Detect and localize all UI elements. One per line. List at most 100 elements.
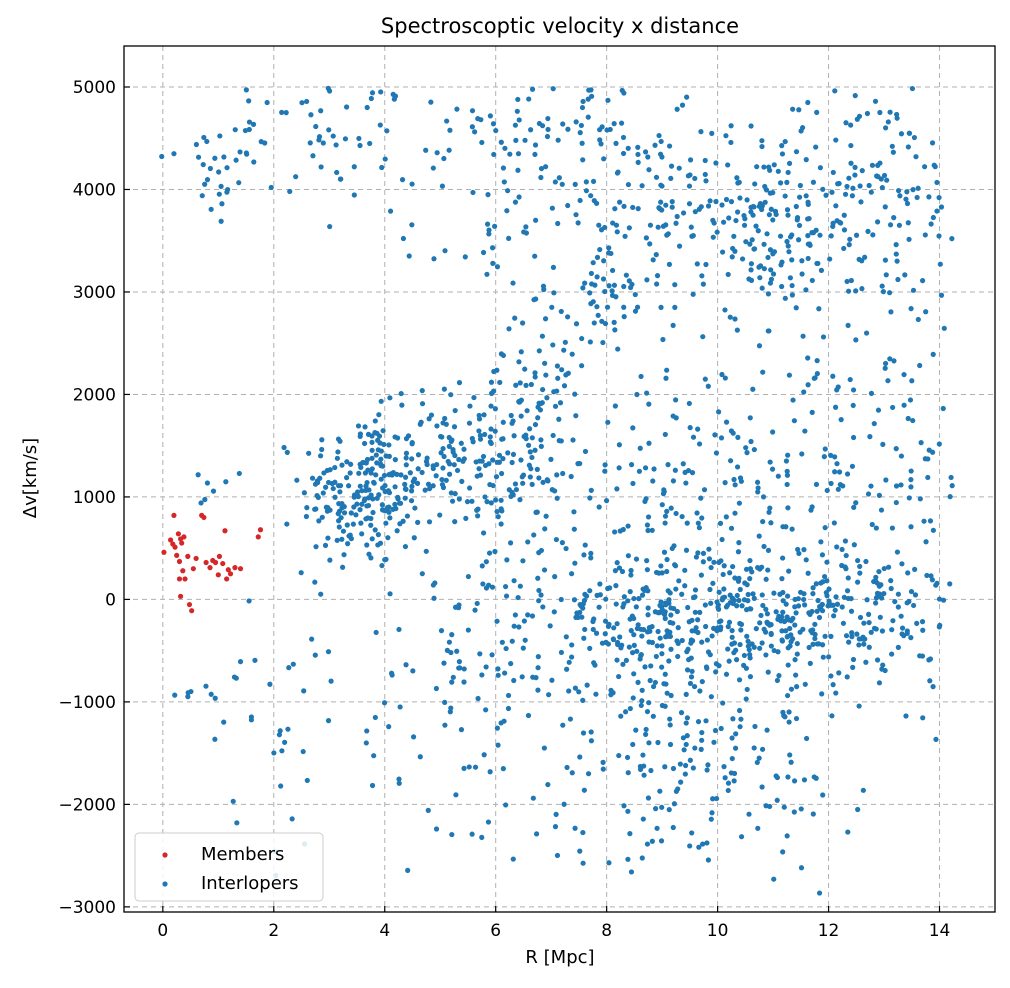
data-point-interloper <box>843 120 849 126</box>
data-point-interloper <box>904 200 911 207</box>
data-point-interloper <box>732 510 738 516</box>
data-point-interloper <box>780 709 786 715</box>
data-point-interloper <box>662 431 668 438</box>
data-point-interloper <box>625 598 631 604</box>
data-point-interloper <box>498 506 504 512</box>
data-point-interloper <box>223 479 229 485</box>
data-point-interloper <box>316 518 322 524</box>
data-point-interloper <box>328 678 334 684</box>
data-point-interloper <box>502 145 508 151</box>
data-point-interloper <box>208 206 214 212</box>
data-point-interloper <box>628 628 634 634</box>
data-point-interloper <box>569 642 575 648</box>
data-point-interloper <box>330 485 336 492</box>
data-point-interloper <box>744 450 750 456</box>
data-point-interloper <box>384 128 390 134</box>
data-point-interloper <box>849 193 855 199</box>
data-point-interloper <box>787 275 793 281</box>
data-point-interloper <box>801 389 807 395</box>
data-point-interloper <box>231 674 238 680</box>
data-point-interloper <box>817 165 823 171</box>
data-point-interloper <box>929 140 936 146</box>
data-point-interloper <box>672 304 678 310</box>
data-point-interloper <box>387 208 394 214</box>
data-point-interloper <box>449 679 455 685</box>
data-point-interloper <box>709 810 715 816</box>
data-point-interloper <box>714 229 720 235</box>
data-point-interloper <box>855 557 861 564</box>
data-point-interloper <box>434 423 440 429</box>
y-tick-label: 1000 <box>73 488 116 508</box>
data-point-interloper <box>668 175 674 181</box>
data-point-interloper <box>803 193 809 199</box>
data-point-interloper <box>545 126 551 133</box>
data-point-interloper <box>682 567 688 573</box>
data-point-interloper <box>770 217 776 223</box>
data-point-interloper <box>783 601 789 607</box>
data-point-interloper <box>469 831 475 837</box>
data-point-interloper <box>752 181 758 187</box>
data-point-interloper <box>780 849 786 855</box>
data-point-interloper <box>495 742 501 748</box>
data-point-interloper <box>670 322 676 328</box>
data-point-interloper <box>811 375 817 381</box>
data-point-interloper <box>784 833 790 839</box>
data-point-interloper <box>475 513 481 519</box>
data-point-interloper <box>523 432 529 438</box>
data-point-interloper <box>319 514 325 520</box>
data-point-interloper <box>784 481 790 488</box>
data-point-interloper <box>406 253 412 259</box>
data-point-interloper <box>506 235 512 241</box>
data-point-interloper <box>483 664 489 670</box>
data-point-interloper <box>509 420 515 426</box>
data-point-interloper <box>705 649 712 655</box>
data-point-interloper <box>603 596 609 602</box>
x-tick-label: 4 <box>379 921 390 941</box>
data-point-interloper <box>357 142 363 149</box>
data-point-interloper <box>199 193 205 199</box>
data-point-interloper <box>762 199 768 205</box>
data-point-interloper <box>786 160 793 167</box>
data-point-interloper <box>710 796 716 802</box>
data-point-interloper <box>440 445 446 452</box>
data-point-interloper <box>826 586 832 592</box>
data-point-interloper <box>425 481 432 487</box>
data-point-interloper <box>723 514 729 520</box>
data-point-interloper <box>689 470 696 476</box>
data-point-interloper <box>433 826 440 832</box>
data-point-interloper <box>552 824 559 830</box>
data-point-interloper <box>631 642 637 648</box>
data-point-interloper <box>782 714 788 720</box>
data-point-interloper <box>785 662 791 668</box>
data-point-interloper <box>481 412 487 418</box>
data-point-interloper <box>371 480 377 486</box>
data-point-interloper <box>908 484 914 490</box>
data-point-interloper <box>425 807 431 813</box>
data-point-interloper <box>370 509 376 516</box>
data-point-interloper <box>525 612 531 618</box>
data-point-interloper <box>605 419 611 425</box>
data-point-interloper <box>617 634 623 640</box>
data-point-interloper <box>698 204 704 210</box>
data-point-interloper <box>682 583 688 589</box>
data-point-interloper <box>620 150 627 157</box>
data-point-interloper <box>780 589 786 596</box>
data-point-interloper <box>543 513 549 519</box>
data-point-interloper <box>876 492 882 498</box>
data-point-member <box>203 559 209 566</box>
data-point-interloper <box>635 679 641 685</box>
data-point-interloper <box>787 234 794 240</box>
data-point-interloper <box>859 636 865 642</box>
data-point-interloper <box>224 189 230 195</box>
data-point-interloper <box>203 683 209 689</box>
data-point-interloper <box>856 642 862 648</box>
data-point-interloper <box>458 727 465 733</box>
data-point-interloper <box>643 726 649 733</box>
data-point-interloper <box>678 710 685 716</box>
data-point-interloper <box>745 638 751 644</box>
data-point-interloper <box>901 371 907 378</box>
data-point-interloper <box>303 513 310 520</box>
data-point-interloper <box>828 233 834 239</box>
data-point-interloper <box>745 598 751 604</box>
data-point-interloper <box>739 603 745 609</box>
